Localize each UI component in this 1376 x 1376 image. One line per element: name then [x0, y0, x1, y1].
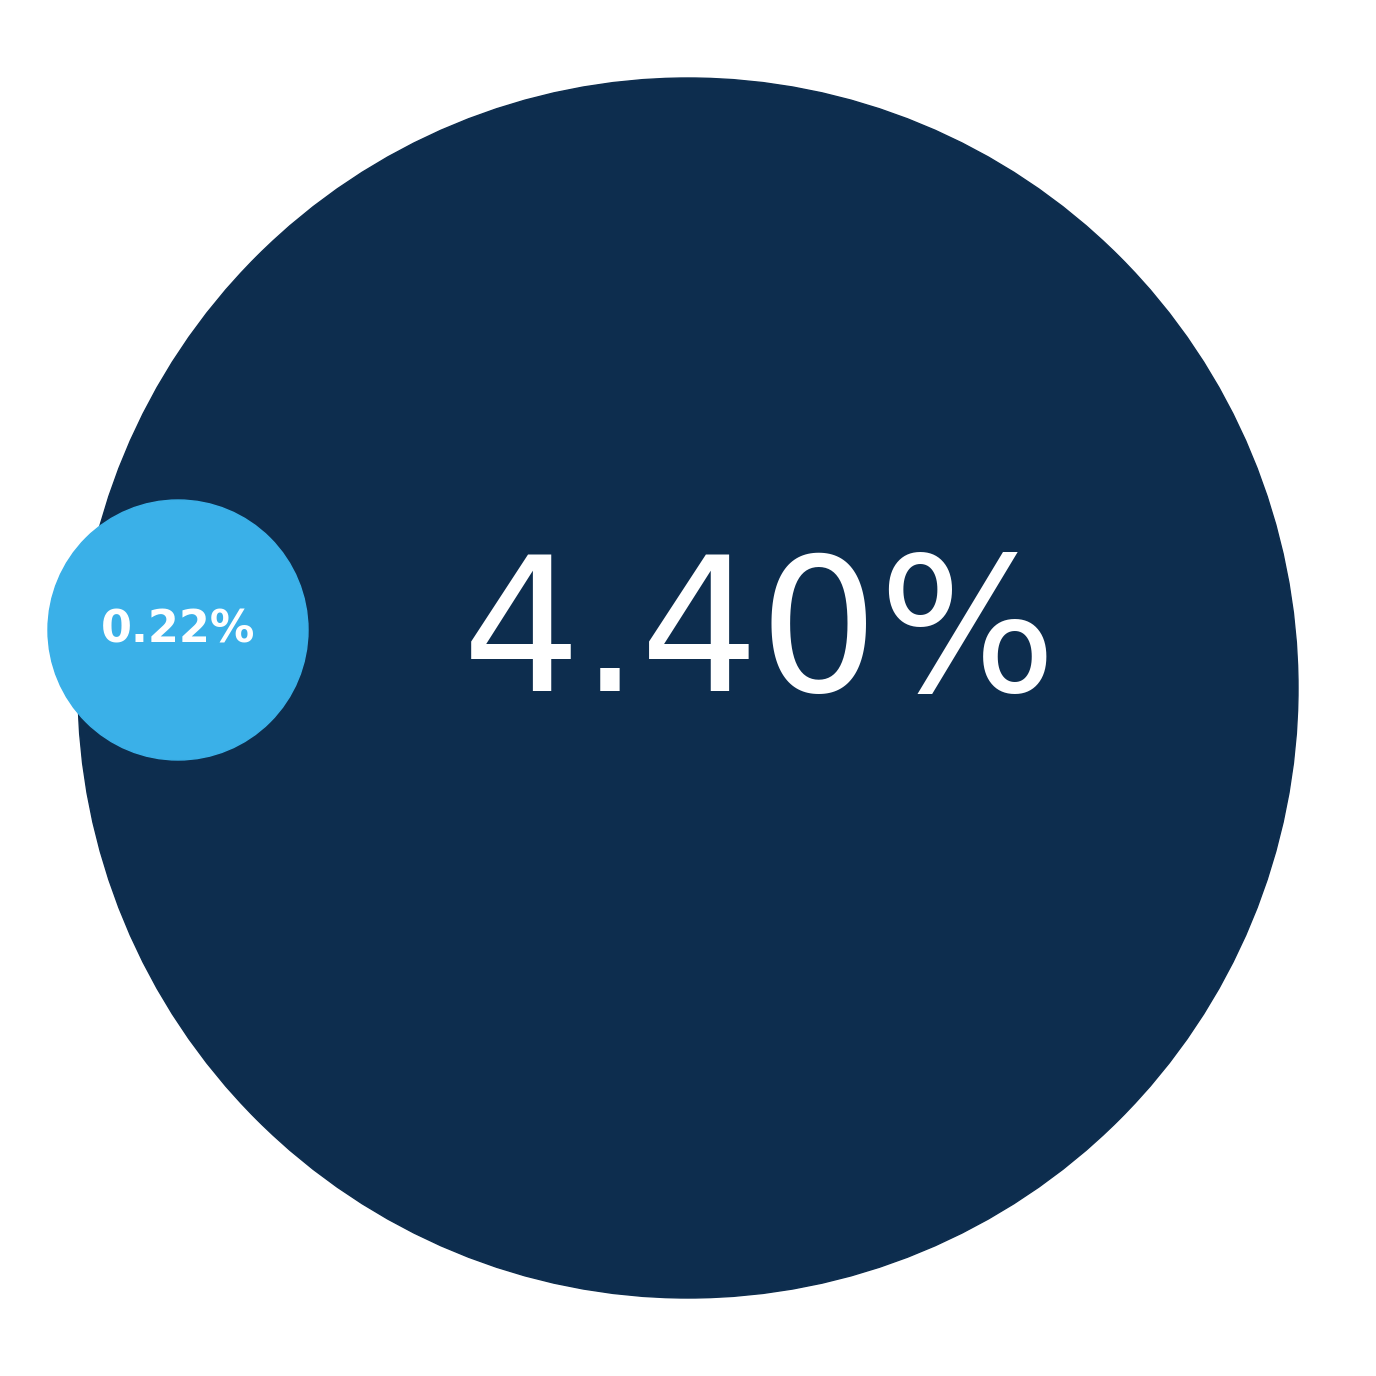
Text: 0.22%: 0.22% — [100, 608, 255, 651]
Circle shape — [48, 499, 308, 760]
Text: 4.40%: 4.40% — [462, 549, 1058, 731]
Circle shape — [78, 78, 1298, 1298]
